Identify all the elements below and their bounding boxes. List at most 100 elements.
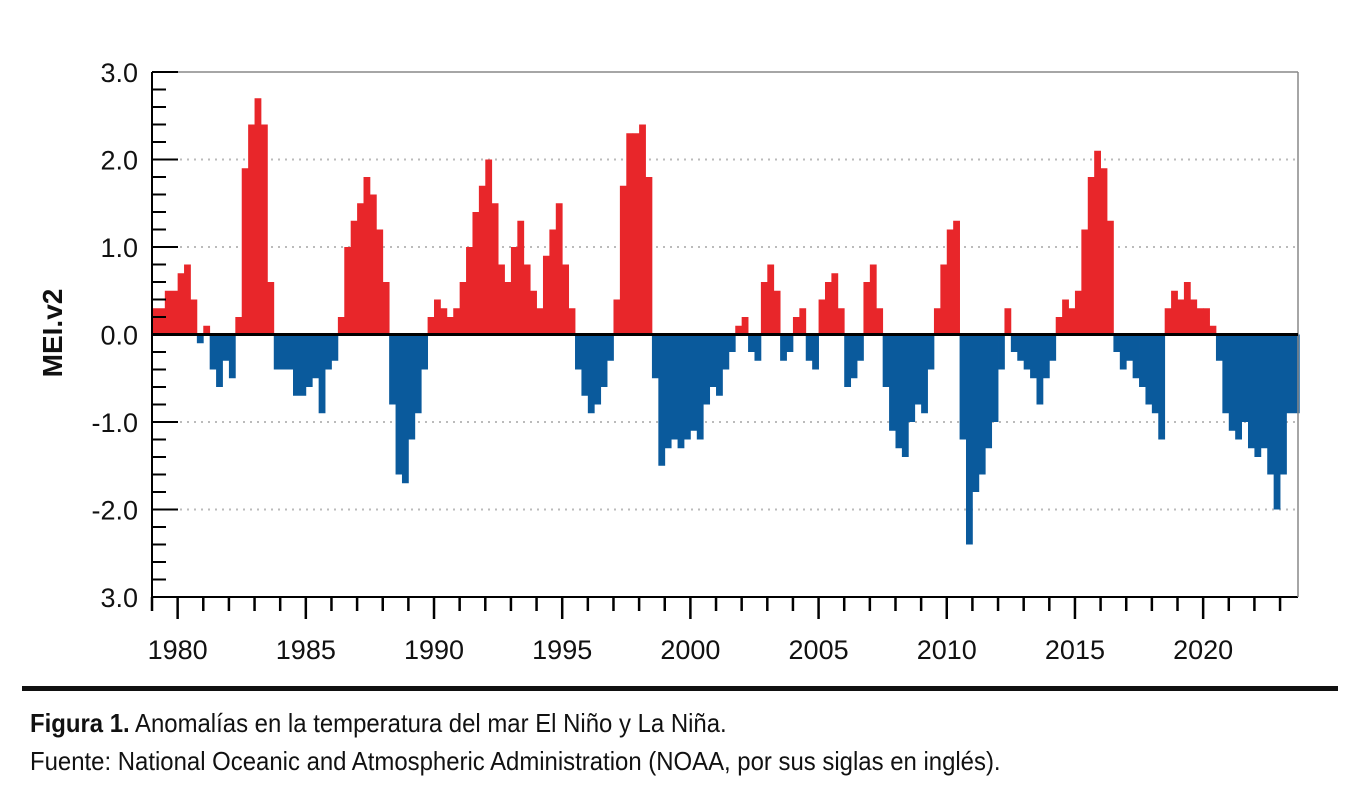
bar <box>555 203 563 335</box>
bar <box>959 334 967 440</box>
bar <box>953 220 960 335</box>
bar <box>1215 334 1223 361</box>
bar <box>523 264 531 335</box>
bar <box>1017 334 1025 361</box>
bar <box>517 220 525 335</box>
bar <box>395 334 403 475</box>
bar <box>1190 299 1198 335</box>
bar <box>1164 308 1172 335</box>
bar <box>325 334 332 370</box>
figure-caption: Figura 1. Anomalías en la temperatura de… <box>30 704 1235 780</box>
bar <box>683 334 691 440</box>
bar <box>1171 290 1178 335</box>
bar <box>1151 334 1159 414</box>
y-axis: 3.0 2.0 1.0 0.0 -1.0 -2.0 3.0 <box>91 58 178 613</box>
bar <box>1158 334 1166 440</box>
bar <box>152 308 166 335</box>
bar <box>876 308 884 335</box>
bar <box>831 273 839 335</box>
bar <box>318 334 326 414</box>
bar <box>799 308 807 335</box>
bar <box>389 334 396 405</box>
bar <box>805 334 813 361</box>
bar <box>440 308 448 335</box>
bars <box>152 98 1300 545</box>
bar <box>773 290 781 335</box>
bar <box>735 325 743 335</box>
bar <box>824 282 832 335</box>
bar <box>626 133 634 335</box>
bar <box>1126 334 1134 361</box>
bar <box>1273 334 1281 510</box>
x-tick-label: 1995 <box>532 635 592 665</box>
bar <box>728 334 736 352</box>
bar <box>927 334 935 370</box>
bar <box>587 334 595 414</box>
bar <box>453 308 461 335</box>
bar <box>786 334 794 352</box>
bar <box>542 255 550 335</box>
bar <box>844 334 852 387</box>
bar <box>722 334 730 370</box>
bar <box>581 334 589 396</box>
y-tick-label: 3.0 <box>100 583 138 613</box>
bar <box>1042 334 1050 379</box>
bar <box>1132 334 1140 379</box>
mei-chart: 3.0 2.0 1.0 0.0 -1.0 -2.0 3.0 1980 1985 1990 1995… <box>37 58 1300 665</box>
bar <box>434 299 441 335</box>
bar <box>690 334 698 431</box>
caption-label: Figura 1. <box>30 708 130 738</box>
bar <box>293 334 307 396</box>
bar <box>619 185 627 335</box>
grid-lines <box>152 158 1298 511</box>
bar <box>869 264 877 335</box>
bar <box>857 334 864 361</box>
bar <box>818 299 826 335</box>
bar <box>1260 334 1268 449</box>
bar <box>459 282 467 335</box>
bar <box>1010 334 1018 352</box>
bar <box>248 124 255 335</box>
caption-line: Figura 1. Anomalías en la temperatura de… <box>30 704 1235 742</box>
bar <box>209 334 217 370</box>
bar <box>1074 290 1082 335</box>
bar <box>254 98 262 335</box>
bar <box>632 133 640 335</box>
bar <box>1004 308 1012 335</box>
bar <box>1139 334 1146 387</box>
bar <box>1081 229 1089 335</box>
y-tick-label: -2.0 <box>91 496 138 526</box>
bar <box>369 194 377 335</box>
bar <box>530 290 537 335</box>
bar <box>1145 334 1153 405</box>
bar <box>940 264 948 335</box>
bar <box>741 317 749 335</box>
bar <box>600 334 608 387</box>
bar <box>536 308 544 335</box>
y-tick-label: -1.0 <box>91 408 138 438</box>
bar <box>991 334 999 422</box>
bar <box>568 308 576 335</box>
bar <box>1068 308 1076 335</box>
bar <box>177 273 185 335</box>
bar <box>889 334 896 431</box>
bar <box>446 317 454 335</box>
bar <box>908 334 916 422</box>
bar <box>427 317 435 335</box>
x-tick-label: 2000 <box>660 635 720 665</box>
bar <box>491 203 499 335</box>
bar <box>401 334 409 484</box>
bar <box>164 290 179 335</box>
bar <box>767 264 775 335</box>
bar <box>760 282 768 335</box>
bar <box>485 159 493 335</box>
bar <box>1094 150 1101 335</box>
bar <box>203 325 211 335</box>
bar <box>703 334 711 405</box>
bar <box>978 334 986 475</box>
bar <box>408 334 416 440</box>
bar <box>1030 334 1037 379</box>
bar <box>696 334 704 440</box>
bar <box>305 334 313 387</box>
x-tick-label: 2020 <box>1173 635 1233 665</box>
